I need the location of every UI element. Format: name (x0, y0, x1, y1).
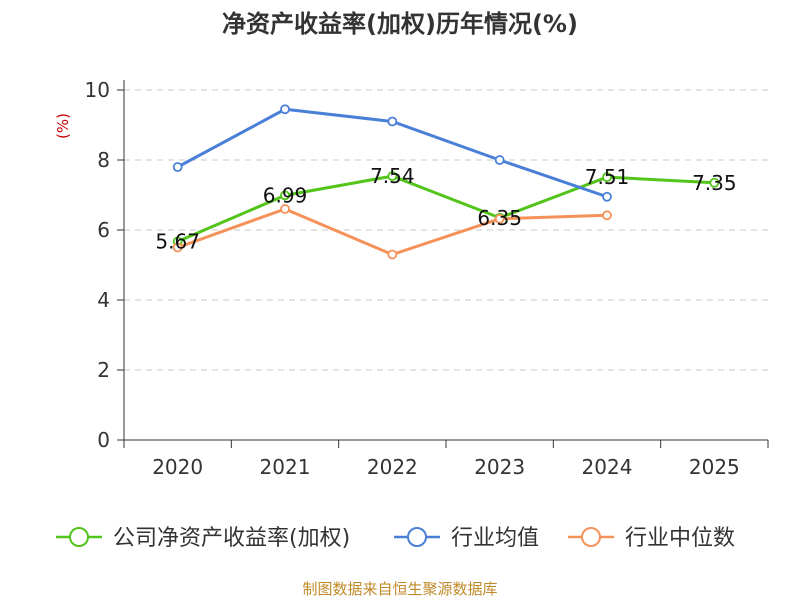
series-0-point-2024[interactable] (602, 172, 612, 183)
legend-marker-2 (581, 527, 601, 547)
legend-label-0: 公司净资产收益率(加权) (113, 526, 350, 551)
series-2-point-2023[interactable] (494, 213, 505, 224)
series-0-point-2022[interactable] (387, 171, 398, 182)
series-1-point-2024[interactable] (602, 191, 612, 202)
x-tick-label-2025: 2025 (689, 455, 740, 479)
x-tick-label-2020: 2020 (152, 455, 203, 479)
x-tick-label-2024: 2024 (582, 455, 633, 479)
data-label-2020: 5.67 (155, 230, 200, 254)
data-label-2024: 7.51 (585, 165, 630, 189)
data-label-2025: 7.35 (692, 171, 737, 195)
legend-item-0[interactable]: 公司净资产收益率(加权) (56, 526, 350, 551)
series-line-2 (177, 207, 608, 256)
series-layer (172, 104, 720, 260)
series-line-0 (177, 174, 715, 243)
series-1-point-2023[interactable] (494, 155, 505, 165)
data-labels: 5.67 6.99 7.54 6.35 7.51 7.35 (155, 164, 736, 253)
legend-label-2: 行业中位数 (625, 526, 735, 551)
data-label-2023: 6.35 (477, 206, 522, 230)
data-source-note: 制图数据来自恒生聚源数据库 (302, 580, 498, 598)
series-2-point-2021[interactable] (280, 204, 290, 214)
series-1-point-2021[interactable] (280, 104, 290, 115)
data-label-2022: 7.54 (370, 164, 415, 188)
y-tick-label-6: 6 (97, 218, 110, 242)
legend-marker-1 (407, 527, 427, 547)
data-label-2021: 6.99 (263, 183, 308, 207)
legend-item-2[interactable]: 行业中位数 (568, 526, 735, 551)
axes: 0 2 4 6 8 10 2020 2021 2022 2023 2024 2025 (85, 78, 769, 479)
legend-marker-0 (69, 527, 89, 547)
grid-lines (124, 89, 768, 371)
series-0-point-2025[interactable] (709, 177, 720, 188)
series-2-point-2022[interactable] (387, 249, 398, 260)
series-1-point-2020[interactable] (172, 162, 183, 172)
series-2-point-2020[interactable] (172, 242, 183, 253)
y-tick-label-4: 4 (97, 288, 110, 312)
x-tick-label-2021: 2021 (260, 455, 311, 479)
chart-title: 净资产收益率(加权)历年情况(%) (222, 10, 578, 38)
y-tick-label-8: 8 (97, 148, 110, 172)
series-0-point-2021[interactable] (280, 190, 290, 201)
legend-label-1: 行业均值 (451, 526, 539, 551)
y-axis-label: (%) (54, 113, 72, 139)
legend[interactable]: 公司净资产收益率(加权) 行业均值 行业中位数 (56, 526, 735, 551)
y-tick-label-2: 2 (97, 358, 110, 382)
x-tick-label-2023: 2023 (474, 455, 525, 479)
series-2-point-2024[interactable] (602, 210, 612, 221)
series-1-point-2022[interactable] (387, 116, 398, 127)
legend-item-1[interactable]: 行业均值 (394, 526, 539, 551)
y-tick-label-10: 10 (85, 78, 110, 102)
y-tick-label-0: 0 (97, 428, 110, 452)
x-tick-label-2022: 2022 (367, 455, 418, 479)
